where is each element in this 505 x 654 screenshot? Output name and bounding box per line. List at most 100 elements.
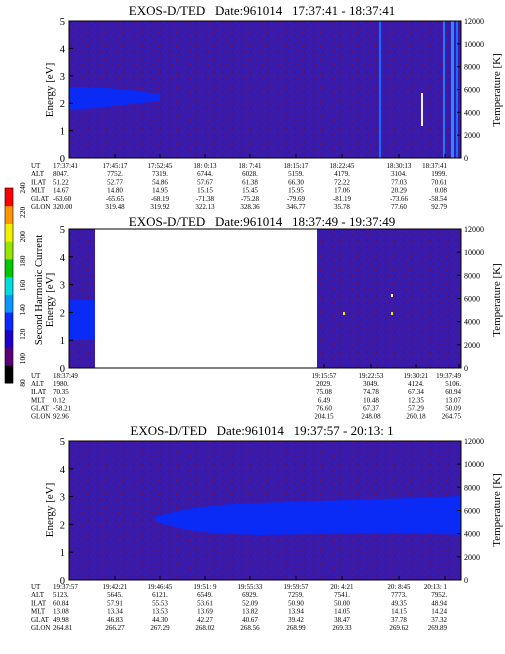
panel-3-cell: 7952. (431, 591, 447, 599)
panel-2-cell: 60.94 (445, 388, 461, 396)
panel-3-row-label: GLAT (31, 616, 50, 624)
panel-3-y2tick-label: 12000 (464, 437, 484, 446)
colorbar-frame (4, 187, 14, 384)
panel-3-cell: 13.08 (53, 608, 69, 616)
panel-1-cell: 35.78 (334, 203, 350, 211)
panel-1-ytick-label: 2 (60, 99, 65, 110)
panel-1-row-label: ILAT (31, 178, 47, 186)
panel-1-cell: 328.36 (240, 203, 260, 211)
panel-3-table: UTALTILATMLTGLATGLON19:37:575123.60.8413… (31, 583, 448, 632)
panel-1-cell: 20.29 (391, 187, 407, 195)
panel-3-cell: 6121. (152, 591, 168, 599)
panel-2-cell: 260.18 (406, 413, 426, 421)
panel-2-axes: 0 1 2 3 4 5 0 2000 4000 6000 8000 10000 12000 (60, 225, 484, 375)
panel-3-cell: 19:42:21 (103, 583, 128, 591)
panel-2-cell: 19:22:53 (359, 372, 384, 380)
panel-1-ytick-label: 1 (60, 127, 65, 138)
panel-3-cell: 7259. (288, 591, 304, 599)
panel-2-y2tick-label: 2000 (464, 341, 480, 350)
panel-1-cell: 7752. (107, 170, 123, 178)
panel-1-cell: -79.69 (287, 195, 306, 203)
panel-1-cell: -65.65 (106, 195, 125, 203)
colorbar-tick-label: 220 (18, 207, 27, 219)
panel-3-ytick-label: 5 (60, 437, 65, 448)
panel-1-row-label: MLT (31, 187, 46, 195)
panel-1: EXOS-D/TED Date:961014 17:37:41 - 18:37:… (31, 3, 503, 211)
panel-1-cell: 6028. (242, 170, 258, 178)
panel-2-y2tick-label: 0 (464, 364, 468, 373)
colorbar-cell (5, 312, 13, 331)
panel-1-cell: 15.45 (242, 187, 258, 195)
panel-1-row-label: GLAT (31, 195, 50, 203)
panel-1-cell: 17.06 (334, 187, 350, 195)
panel-1-cell: 77.60 (391, 203, 407, 211)
panel-3-cell: 6929. (242, 591, 258, 599)
panel-3-cell: 14.24 (431, 608, 447, 616)
panel-1-cell: 320.00 (53, 203, 73, 211)
panel-1-cell: 15.95 (288, 187, 304, 195)
panel-2-data-left-speckle (69, 229, 95, 368)
panel-2-ylabel: Energy [eV] (44, 273, 56, 327)
panel-3-row-label: GLON (31, 624, 50, 632)
panel-3-cell: 14.05 (334, 608, 350, 616)
panel-3-y2tick-label: 0 (464, 576, 468, 585)
panel-1-cell: 6744. (197, 170, 213, 178)
panel-3-cell: 48.94 (431, 599, 447, 607)
colorbar-cell (5, 365, 13, 384)
colorbar-cell (5, 276, 13, 295)
panel-3-cell: 19:51: 9 (193, 583, 217, 591)
colorbar-label: Second Harmonic Current (34, 235, 45, 345)
panel-3-cell: 57.91 (107, 599, 123, 607)
panel-1-cell: 57.67 (197, 178, 213, 186)
panel-2-dot-2 (391, 294, 393, 297)
panel-1-streak-2 (443, 21, 445, 158)
panel-3-ytick-label: 3 (60, 493, 65, 504)
panel-1-ytick-label: 3 (60, 72, 65, 83)
panel-3-cell: 13.82 (242, 608, 258, 616)
colorbar-cell (5, 258, 13, 278)
panel-2-ytick-label: 4 (60, 253, 66, 264)
panel-2: EXOS-D/TED Date:961014 18:37:49 - 19:37:… (31, 214, 503, 421)
panel-1-cell: 17:37:41 (53, 162, 78, 170)
panel-1-cell: 322.13 (195, 203, 215, 211)
panel-1-cell: -73.66 (390, 195, 409, 203)
panel-1-cell: -68.19 (151, 195, 170, 203)
panel-3-cell: 20: 4:21 (330, 583, 354, 591)
panel-3-cell: 268.56 (240, 624, 260, 632)
panel-3-cell: 13.53 (152, 608, 168, 616)
panel-3-cell: 13.69 (197, 608, 213, 616)
panel-1-cell: 346.77 (286, 203, 306, 211)
panel-2-cell: 57.29 (408, 404, 424, 412)
panel-1-cell: 18:30:13 (387, 162, 412, 170)
panel-1-marker (421, 93, 423, 126)
colorbar-cell (5, 294, 13, 313)
panel-2-cell: 67.37 (363, 404, 379, 412)
panel-1-cell: 319.92 (150, 203, 170, 211)
panel-2-cell: 75.08 (316, 388, 332, 396)
panel-1-y2tick-label: 10000 (464, 40, 484, 49)
panel-2-y2tick-label: 4000 (464, 318, 480, 327)
panel-3-cell: 13.34 (107, 608, 123, 616)
panel-3-cell: 46.83 (107, 616, 123, 624)
panel-2-row-label: GLAT (31, 404, 50, 412)
panel-2-data-right-speckle (317, 229, 461, 368)
panel-2-dot-1 (343, 312, 345, 315)
panel-2-ytick-label: 2 (60, 308, 65, 319)
panel-3-cell: 7773. (391, 591, 407, 599)
panel-3-y2tick-label: 6000 (464, 507, 480, 516)
panel-2-cell: 204.15 (314, 413, 334, 421)
panel-3-band (155, 496, 461, 535)
panel-1-cell: 5159. (288, 170, 304, 178)
panel-1-cell: -63.60 (53, 195, 72, 203)
panel-2-ytick-label: 3 (60, 281, 65, 292)
panel-1-cell: 77.03 (391, 178, 407, 186)
panel-3-ytick-label: 2 (60, 520, 65, 531)
panel-1-title: EXOS-D/TED Date:961014 17:37:41 - 18:37:… (129, 3, 395, 18)
panel-3-y2tick-label: 10000 (464, 460, 484, 469)
panel-2-cell: 6.49 (318, 396, 331, 404)
panel-3-cell: 52.09 (242, 599, 258, 607)
panel-1-cell: 7319. (152, 170, 168, 178)
colorbar-ticks: 80 100 120 140 160 180 200 220 240 (18, 182, 27, 387)
panel-2-row-label: ILAT (31, 388, 47, 396)
panel-2-cell: 13.07 (445, 396, 461, 404)
